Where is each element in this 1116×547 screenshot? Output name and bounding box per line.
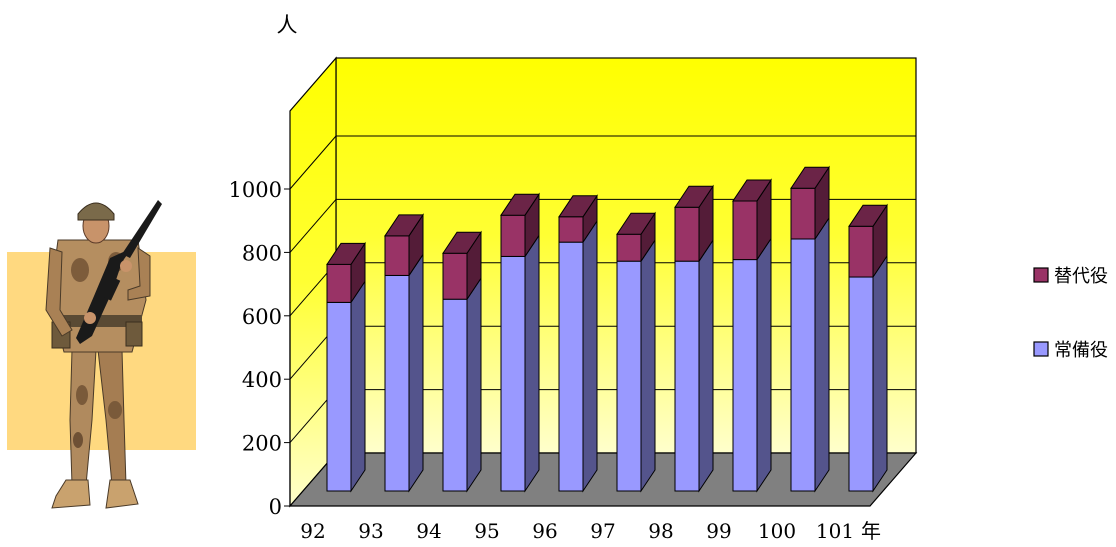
x-tick-label: 93 xyxy=(358,519,383,543)
bar-101-series-0 xyxy=(848,254,888,493)
bar-top xyxy=(442,231,482,254)
bar-front xyxy=(732,200,758,261)
bar-front xyxy=(326,301,352,492)
bar-92-series-0 xyxy=(326,279,366,493)
bar-front xyxy=(790,187,816,240)
x-tick-label: 101 xyxy=(816,519,854,543)
bar-100-series-1 xyxy=(790,165,830,241)
bar-98-series-0 xyxy=(674,238,714,493)
x-tick-label: 96 xyxy=(532,519,557,543)
legend-label-regular: 常備役 xyxy=(1054,340,1108,361)
bar-front xyxy=(848,276,874,492)
bar-front xyxy=(500,214,526,257)
bar-front xyxy=(384,235,410,276)
bar-top xyxy=(790,166,830,189)
bar-94-series-1 xyxy=(442,230,482,301)
bar-front xyxy=(326,263,352,303)
y-tick-label: 1000 xyxy=(229,178,282,202)
bar-95-series-0 xyxy=(500,233,540,493)
legend-item-regular: 常備役 xyxy=(1033,340,1108,361)
bar-side xyxy=(408,252,424,493)
bar-side xyxy=(350,279,366,493)
bar-front xyxy=(500,255,526,492)
bar-top xyxy=(848,204,888,227)
bars xyxy=(326,165,888,493)
bar-side xyxy=(524,233,540,493)
x-axis-unit-label: 年 xyxy=(861,519,881,543)
bar-front xyxy=(558,241,584,492)
bar-98-series-1 xyxy=(674,184,714,263)
bar-99-series-1 xyxy=(732,178,772,262)
bar-side xyxy=(872,254,888,493)
legend-label-substitute: 替代役 xyxy=(1054,266,1108,287)
legend-item-substitute: 替代役 xyxy=(1033,266,1108,287)
bar-side xyxy=(814,216,830,493)
x-tick-label: 100 xyxy=(758,519,796,543)
x-tick-label: 92 xyxy=(300,519,325,543)
bar-front xyxy=(674,260,700,492)
bar-side xyxy=(698,238,714,493)
bar-93-series-0 xyxy=(384,252,424,493)
bar-top xyxy=(616,212,656,235)
bar-side xyxy=(582,219,598,493)
soldier-icon xyxy=(45,200,162,509)
bar-front xyxy=(732,259,758,492)
bar-100-series-0 xyxy=(790,216,830,493)
bar-top xyxy=(674,185,714,208)
y-tick-label: 600 xyxy=(242,305,282,329)
bar-97-series-1 xyxy=(616,211,656,263)
x-tick-label: 99 xyxy=(706,519,731,543)
bar-front xyxy=(442,252,468,300)
bar-99-series-0 xyxy=(732,236,772,493)
x-tick-label: 94 xyxy=(416,519,441,543)
bar-97-series-0 xyxy=(616,238,656,493)
bar-front xyxy=(442,298,468,492)
bar-95-series-1 xyxy=(500,192,540,259)
bar-front xyxy=(848,225,874,278)
bar-101-series-1 xyxy=(848,203,888,279)
bar-front xyxy=(616,233,642,262)
bar-96-series-0 xyxy=(558,219,598,493)
y-tick-label: 800 xyxy=(242,241,282,265)
bar-top xyxy=(500,193,540,216)
bar-front xyxy=(674,206,700,262)
bar-side xyxy=(756,236,772,493)
bar-top xyxy=(384,214,424,237)
bar-96-series-1 xyxy=(558,194,598,244)
gridline-side xyxy=(289,135,337,190)
gridline-side xyxy=(289,199,337,253)
legend: 替代役 常備役 xyxy=(1033,266,1108,361)
bar-93-series-1 xyxy=(384,213,424,278)
y-tick-label: 0 xyxy=(269,495,282,519)
legend-swatch-substitute xyxy=(1033,267,1049,283)
axes: 0 200 400 600 800 1000 92 93 94 95 96 97 98 99 100 101 xyxy=(229,178,855,543)
x-tick-label: 97 xyxy=(590,519,615,543)
bar-front xyxy=(616,260,642,492)
y-tick-label: 200 xyxy=(242,432,282,456)
y-tick-label: 400 xyxy=(242,368,282,392)
bar-92-series-1 xyxy=(326,241,366,305)
y-axis-label: 人 xyxy=(277,13,298,37)
legend-swatch-regular xyxy=(1033,341,1049,357)
bar-side xyxy=(640,238,656,493)
soldier-illustration xyxy=(7,200,196,509)
bar-top xyxy=(732,179,772,202)
bar-side xyxy=(466,276,482,493)
bar-94-series-0 xyxy=(442,276,482,493)
bar-front xyxy=(558,216,584,243)
x-tick-label: 95 xyxy=(474,519,499,543)
bar-top xyxy=(326,242,366,265)
bar-front xyxy=(384,274,410,492)
bar-front xyxy=(790,238,816,492)
bar-top xyxy=(558,195,598,218)
x-tick-label: 98 xyxy=(648,519,673,543)
